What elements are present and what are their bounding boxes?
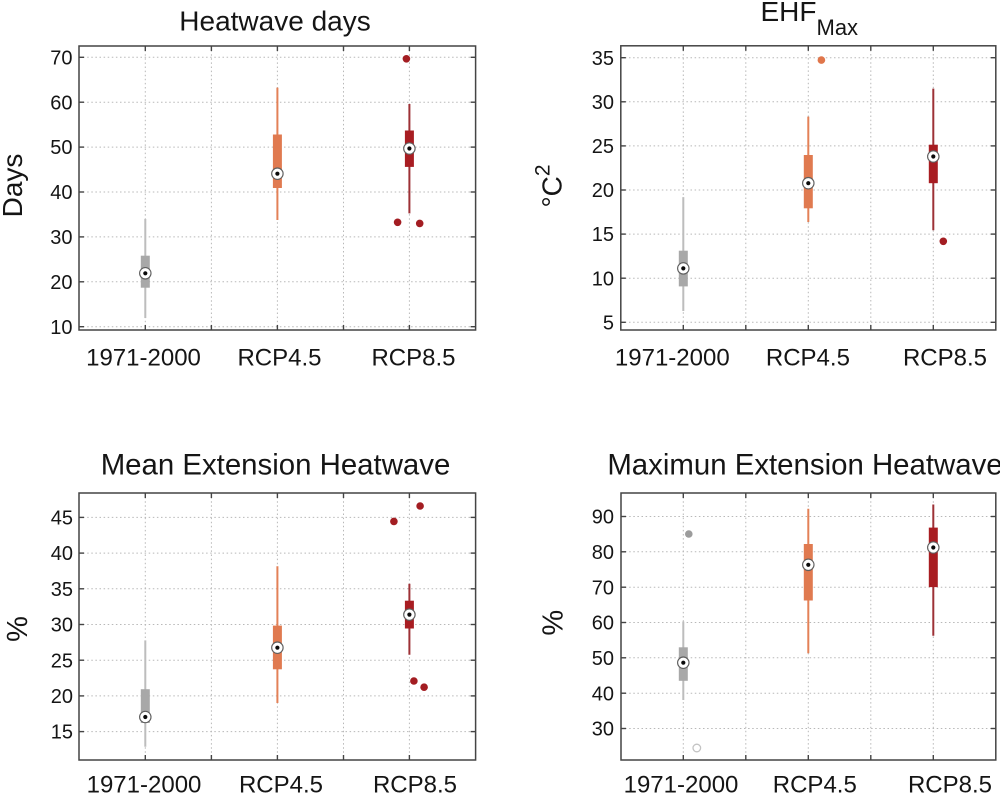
svg-text:Mean Extension Heatwave: Mean Extension Heatwave [101, 449, 451, 482]
svg-text:RCP8.5: RCP8.5 [371, 345, 455, 372]
svg-text:45: 45 [51, 508, 73, 530]
svg-text:50: 50 [50, 137, 72, 159]
svg-text:10: 10 [50, 317, 72, 339]
svg-text:RCP8.5: RCP8.5 [903, 345, 987, 372]
svg-text:60: 60 [592, 613, 614, 635]
svg-text:15: 15 [51, 722, 73, 744]
svg-text:RCP4.5: RCP4.5 [773, 771, 857, 796]
svg-text:Maximun Extension Heatwave: Maximun Extension Heatwave [607, 449, 1000, 482]
svg-text:35: 35 [51, 579, 73, 601]
svg-text:60: 60 [50, 92, 72, 114]
svg-text:40: 40 [50, 182, 72, 204]
svg-text:RCP8.5: RCP8.5 [908, 771, 992, 796]
svg-text:20: 20 [50, 272, 72, 294]
svg-text:5: 5 [603, 312, 614, 334]
svg-text:30: 30 [592, 719, 614, 741]
svg-text:1971-2000: 1971-2000 [615, 345, 730, 372]
svg-text:RCP4.5: RCP4.5 [237, 345, 321, 372]
svg-text:30: 30 [50, 227, 72, 249]
svg-text:70: 70 [50, 47, 72, 69]
svg-text:15: 15 [592, 224, 614, 246]
svg-text:30: 30 [592, 92, 614, 114]
svg-text:25: 25 [51, 650, 73, 672]
svg-text:1971-2000: 1971-2000 [87, 771, 202, 796]
svg-text:20: 20 [51, 686, 73, 708]
svg-text:80: 80 [592, 542, 614, 564]
svg-text:RCP8.5: RCP8.5 [373, 771, 457, 796]
svg-text:1971-2000: 1971-2000 [86, 345, 201, 372]
svg-text:RCP4.5: RCP4.5 [239, 771, 323, 796]
svg-text:70: 70 [592, 577, 614, 599]
svg-text:40: 40 [592, 683, 614, 705]
svg-text:%: % [2, 616, 34, 642]
svg-text:20: 20 [592, 180, 614, 202]
svg-text:RCP4.5: RCP4.5 [766, 345, 850, 372]
svg-text:1971-2000: 1971-2000 [624, 771, 739, 796]
svg-text:25: 25 [592, 136, 614, 158]
svg-text:50: 50 [592, 648, 614, 670]
svg-text:35: 35 [592, 48, 614, 70]
svg-text:10: 10 [592, 268, 614, 290]
svg-text:90: 90 [592, 507, 614, 529]
svg-text:30: 30 [51, 615, 73, 637]
svg-text:Heatwave days: Heatwave days [179, 5, 370, 36]
svg-text:40: 40 [51, 543, 73, 565]
svg-text:%: % [538, 610, 570, 636]
svg-text:Days: Days [0, 154, 28, 218]
